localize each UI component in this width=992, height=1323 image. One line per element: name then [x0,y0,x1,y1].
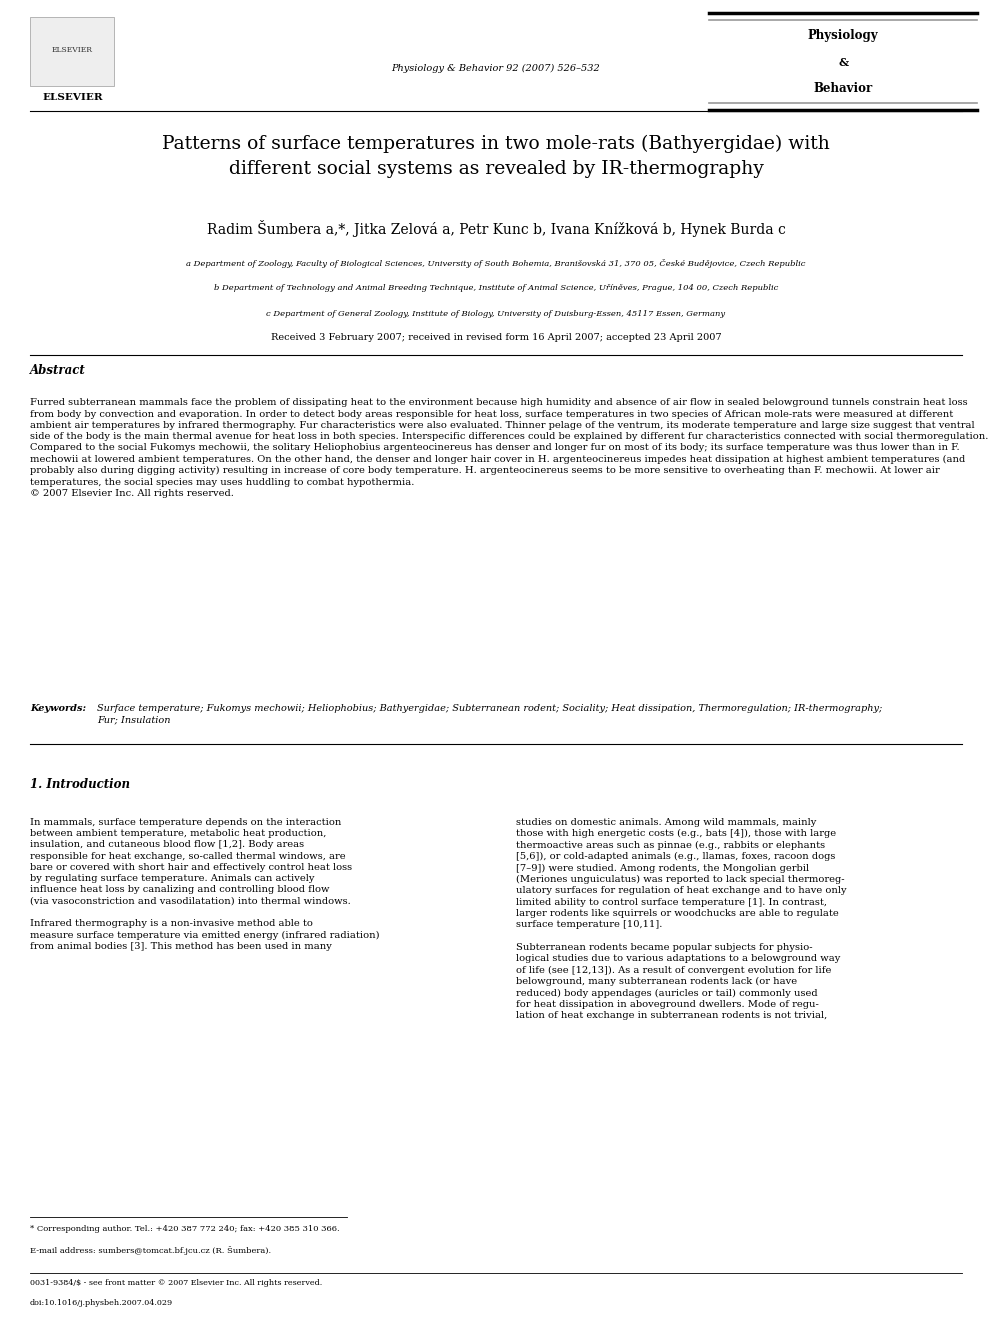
Text: a Department of Zoology, Faculty of Biological Sciences, University of South Boh: a Department of Zoology, Faculty of Biol… [186,259,806,269]
Text: Keywords:: Keywords: [30,704,86,713]
Text: studies on domestic animals. Among wild mammals, mainly
those with high energeti: studies on domestic animals. Among wild … [516,818,846,1020]
Text: * Corresponding author. Tel.: +420 387 772 240; fax: +420 385 310 366.: * Corresponding author. Tel.: +420 387 7… [30,1225,339,1233]
Text: Radim Šumbera a,*, Jitka Zelová a, Petr Kunc b, Ivana Knížková b, Hynek Burda c: Radim Šumbera a,*, Jitka Zelová a, Petr … [206,220,786,237]
Text: b Department of Technology and Animal Breeding Technique, Institute of Animal Sc: b Department of Technology and Animal Br… [214,284,778,292]
Text: Furred subterranean mammals face the problem of dissipating heat to the environm: Furred subterranean mammals face the pro… [30,398,988,497]
Text: ELSEVIER: ELSEVIER [42,93,103,102]
Text: 1. Introduction: 1. Introduction [30,778,130,791]
Text: Received 3 February 2007; received in revised form 16 April 2007; accepted 23 Ap: Received 3 February 2007; received in re… [271,333,721,343]
Text: Surface temperature; Fukomys mechowii; Heliophobius; Bathyergidae; Subterranean : Surface temperature; Fukomys mechowii; H… [97,704,883,724]
Text: Behavior: Behavior [813,82,873,95]
FancyBboxPatch shape [30,17,114,86]
Text: ELSEVIER: ELSEVIER [52,46,93,54]
Text: doi:10.1016/j.physbeh.2007.04.029: doi:10.1016/j.physbeh.2007.04.029 [30,1299,173,1307]
Text: c Department of General Zoology, Institute of Biology, University of Duisburg-Es: c Department of General Zoology, Institu… [267,310,725,318]
Text: In mammals, surface temperature depends on the interaction
between ambient tempe: In mammals, surface temperature depends … [30,818,379,951]
Text: Physiology & Behavior 92 (2007) 526–532: Physiology & Behavior 92 (2007) 526–532 [392,64,600,73]
Text: Abstract: Abstract [30,364,85,377]
Text: E-mail address: sumbers@tomcat.bf.jcu.cz (R. Šumbera).: E-mail address: sumbers@tomcat.bf.jcu.cz… [30,1246,271,1256]
Text: Physiology: Physiology [807,29,879,42]
Text: &: & [838,57,848,67]
Text: Patterns of surface temperatures in two mole-rats (Bathyergidae) with
different : Patterns of surface temperatures in two … [162,135,830,179]
Text: 0031-9384/$ - see front matter © 2007 Elsevier Inc. All rights reserved.: 0031-9384/$ - see front matter © 2007 El… [30,1279,322,1287]
